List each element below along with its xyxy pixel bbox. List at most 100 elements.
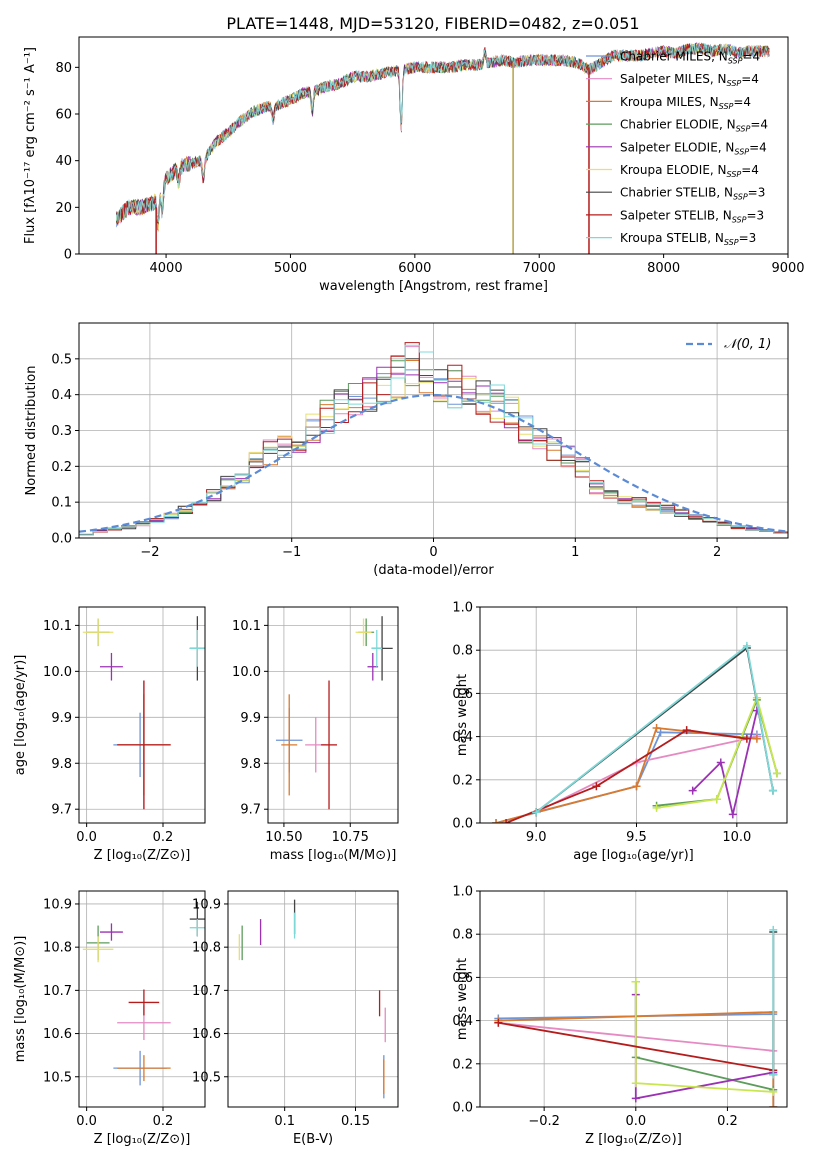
mass_weight_vs_age-marker-salpeter_stelib [682,726,691,735]
mass_weight_vs_z-ytick-label: 0.4 [452,1014,473,1029]
mass_vs_z-axes: 0.0 0.2 10.5 10.6 10.7 10.8 10.9 Z [log₁₀(Z/Z⊙)… [13,891,205,1147]
mass_weight_vs_age-marker-kroupa_elodie [772,769,781,778]
mass_vs_z-ytick-label: 10.5 [43,1070,72,1085]
mass_vs_ebv-ytick-label: 10.7 [192,984,221,999]
residual-hist-kroupa_stelib [79,344,788,536]
age_vs_mass-ytick-label: 10.0 [232,665,261,680]
age_vs_z-point-salpeter_stelib [117,680,171,810]
age_vs_z-ytick-label: 9.7 [51,803,72,818]
mass_vs_ebv-xlabel: E(B-V) [293,1132,333,1147]
legend-label-salpeter_miles: Salpeter MILES, NSSP=4 [620,72,759,88]
age_vs_z-point-salpeter_elodie [100,652,123,681]
spectrum-legend: Chabrier MILES, NSSP=4 Salpeter MILES, NS… [586,50,768,247]
mass_vs_ebv-xtick-label: 0.15 [341,1114,370,1129]
age_vs_z-ytick-label: 10.1 [43,619,72,634]
mass_vs_z-xlabel: Z [log₁₀(Z/Z⊙)] [94,1132,191,1147]
mass_weight_vs_age-marker-kroupa_miles [652,723,661,732]
mass_vs_ebv-ytick-label: 10.6 [192,1027,221,1042]
mass_weight_vs_age-xlabel: age [log₁₀(age/yr)] [573,848,694,863]
mass_weight_vs_age-ytick-label: 0.4 [452,730,473,745]
residuals-xtick-label: −2 [140,545,159,560]
mass_weight_vs_age-ytick-label: 0.6 [452,687,473,702]
age_vs_mass-points [275,616,393,810]
age_vs_z-xtick-label: 0.0 [76,830,97,845]
mass_weight_vs_age-marker-salpeter_elodie [728,810,737,819]
age_vs_mass-ytick-label: 10.1 [232,619,261,634]
age_vs_mass-xtick-label: 10.50 [265,830,302,845]
spectrum-lines [115,42,770,254]
mass_weight_vs_age-marker-chabrier_miles [656,728,665,737]
mass_weight_vs_age-xtick-label: 9.0 [526,830,547,845]
age_vs_mass-ytick-label: 9.8 [240,757,261,772]
mass_weight_vs_age-ytick-label: 0.0 [452,817,473,832]
mass_weight_vs_age-ytick-label: 1.0 [452,601,473,616]
mass_weight_vs_z-marker-kroupa_elodie [631,977,640,986]
mass_weight_vs_z-marker-salpeter_elodie [631,1094,640,1103]
mass_weight_vs_age-axes: 9.0 9.5 10.0 0.0 0.2 0.4 0.6 0.8 1.0 age [log₁₀(a… [452,601,787,863]
mass_weight_vs_z-ytick-label: 0.8 [452,928,473,943]
spectrum-xtick-label: 4000 [150,261,183,276]
mass_weight_vs_z-marker-kroupa_stelib [769,1070,778,1079]
residuals-ytick-label: 0.2 [51,460,72,475]
mass_weight_vs_z-frame [479,890,788,1108]
residuals-ytick-label: 0.0 [51,532,72,547]
mass_vs_z-ylabel: mass [log₁₀(M/M⊙)] [13,936,28,1063]
residuals-xtick-label: 2 [713,545,721,560]
mass_weight_vs_z-ylabel: mass weight [455,958,470,1040]
mass_weight_vs_z-series-chabrier_elodie [634,981,774,1091]
mass_weight_vs_age-marker-kroupa_elodie [712,795,721,804]
mass_vs_ebv-points [238,899,386,1099]
mass_weight_vs_age-ytick-label: 0.2 [452,773,473,788]
mass_weight_vs_z-xtick-label: −0.2 [528,1114,560,1129]
mass_weight_vs_z-ytick-label: 1.0 [452,885,473,900]
spectrum-ytick-label: 20 [55,201,72,216]
residuals-axes: −2 −1 0 1 2 0.0 0.1 0.2 0.3 0.4 0.5 (data-model)/er… [24,323,788,578]
legend-label-kroupa_elodie: Kroupa ELODIE, NSSP=4 [620,163,759,179]
residuals-frame [78,322,789,539]
age_vs_z-xlabel: Z [log₁₀(Z/Z⊙)] [94,848,191,863]
age_vs_z-xtick-label: 0.2 [153,830,174,845]
mass_weight_vs_z-marker-kroupa_elodie [631,1079,640,1088]
age_vs_z-ylabel: age [log₁₀(age/yr)] [13,655,28,776]
mass_vs_z-point-salpeter_elodie [100,923,123,941]
mass_weight_vs_age-marker-salpeter_elodie [688,786,697,795]
mass_weight_vs_age-marker-kroupa_miles [632,782,641,791]
spectrum-frame [78,36,789,255]
mass_weight_vs_z-ytick-label: 0.2 [452,1057,473,1072]
legend-label-salpeter_elodie: Salpeter ELODIE, NSSP=4 [620,140,767,156]
mass_weight_vs_z-lines [494,925,778,1107]
residuals-ytick-label: 0.5 [51,352,72,367]
mass_weight_vs_age-marker-kroupa_elodie [652,803,661,812]
legend-label-chabrier_miles: Chabrier MILES, NSSP=4 [620,50,760,66]
legend-label-kroupa_stelib: Kroupa STELIB, NSSP=3 [620,231,756,247]
mass_weight_vs_z-ytick-label: 0.0 [452,1101,473,1116]
age_vs_z-ytick-label: 9.8 [51,757,72,772]
spectrum-xlabel: wavelength [Angstrom, rest frame] [319,279,548,294]
residuals-ytick-label: 0.1 [51,496,72,511]
mass_weight_vs_age-ylabel: mass weight [455,674,470,756]
mass_vs_ebv-ytick-label: 10.9 [192,897,221,912]
residuals-xlabel: (data-model)/error [373,563,494,578]
mass_vs_ebv-xtick-label: 0.1 [274,1114,295,1129]
mass_weight_vs_age-marker-salpeter_stelib [592,782,601,791]
mass_weight_vs_age-marker-kroupa_stelib [742,641,751,650]
age_vs_mass-ytick-label: 9.9 [240,711,261,726]
mass_weight_vs_age-marker-kroupa_stelib [532,808,541,817]
age_vs_mass-point-kroupa_miles [281,694,298,796]
spectrum-xtick-label: 8000 [647,261,680,276]
mass_weight_vs_age-marker-salpeter_stelib [502,819,511,823]
mass_weight_vs_z-series-salpeter_stelib [498,1021,774,1072]
spectrum-xtick-label: 7000 [523,261,556,276]
mass_weight_vs_age-marker-kroupa_miles [752,734,761,743]
age_vs_mass-point-salpeter_stelib [321,680,337,810]
spectrum-xtick-label: 5000 [274,261,307,276]
mass_vs_z-point-kroupa_stelib [189,919,205,937]
residuals-xtick-label: 0 [429,545,437,560]
mass_weight_vs_age-series-salpeter_stelib [505,729,748,823]
mass_weight_vs_age-marker-kroupa_miles [492,819,501,823]
age_vs_z-axes: 0.0 0.2 9.7 9.8 9.9 10.0 10.1 Z [log₁₀(Z/Z⊙)] ag… [13,607,205,863]
mass_weight_vs_age-marker-salpeter_stelib [742,734,751,743]
residuals-ytick-label: 0.4 [51,388,72,403]
mass_weight_vs_age-ytick-label: 0.8 [452,644,473,659]
